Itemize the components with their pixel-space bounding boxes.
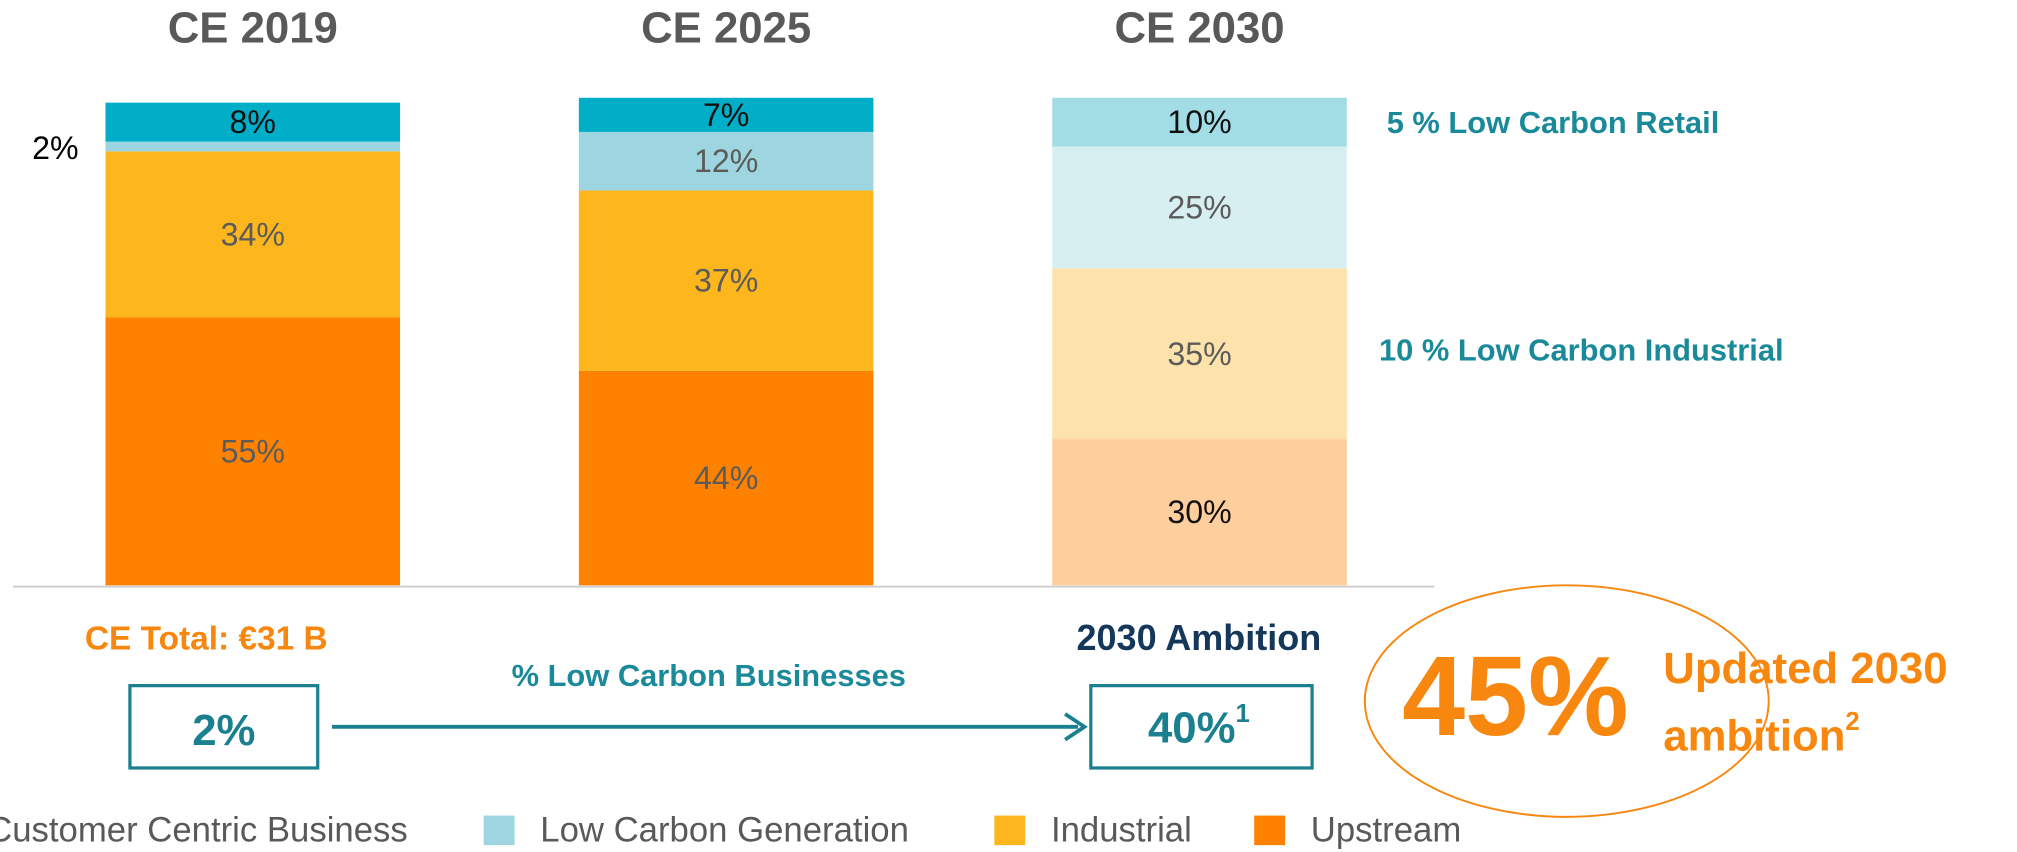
bar-segment [105, 102, 401, 142]
start-box [128, 684, 320, 770]
legend-swatch [994, 815, 1026, 846]
value-label: 37% [694, 263, 758, 299]
value-label: 2% [32, 130, 78, 166]
bar-segment [105, 141, 401, 152]
bar-segment [105, 317, 401, 586]
low-carbon-label: % Low Carbon Businesses [512, 658, 906, 693]
value-label: 55% [221, 433, 285, 469]
bar-segment [578, 131, 874, 191]
arrow-head [1064, 712, 1088, 742]
footnote-mark: 2 [1845, 708, 1859, 736]
updated-value: 45% [1402, 633, 1629, 759]
bar-segment [1052, 268, 1347, 440]
value-label: 7% [703, 97, 749, 133]
ce-total: CE Total: €31 B [85, 620, 328, 657]
highlight-ring [1363, 584, 1770, 818]
bar-segment [578, 97, 874, 132]
legend-swatch [483, 815, 515, 846]
bar-segment [578, 370, 874, 586]
start-value: 2% [192, 706, 255, 755]
value-label: 44% [694, 460, 758, 496]
footnote-mark: 1 [1235, 700, 1249, 728]
updated-line1: Updated 2030 [1663, 644, 1947, 693]
retail-note: 5 % Low Carbon Retail [1387, 105, 1720, 140]
ambition-number: 40% [1148, 703, 1236, 752]
updated-line2: ambition2 [1663, 708, 1859, 760]
category-label: CE 2019 [168, 3, 338, 52]
category-label: CE 2030 [1114, 3, 1284, 52]
category-label: CE 2025 [641, 3, 811, 52]
value-label: 25% [1167, 190, 1231, 226]
ambition-value: 40%1 [1148, 700, 1250, 752]
bar-segment [1052, 146, 1347, 269]
legend-label: Customer Centric Business [0, 811, 408, 849]
ambition-title: 2030 Ambition [1077, 617, 1322, 658]
legend-label: Low Carbon Generation [540, 811, 909, 849]
updated-text: ambition [1663, 711, 1845, 760]
value-label: 30% [1167, 494, 1231, 530]
industrial-note: 10 % Low Carbon Industrial [1379, 333, 1784, 368]
value-label: 12% [694, 143, 758, 179]
value-label: 34% [221, 216, 285, 252]
ambition-box [1089, 684, 1314, 770]
bar-segment [105, 151, 401, 318]
legend-label: Upstream [1311, 811, 1462, 849]
bar-segment [1052, 439, 1347, 586]
legend-swatch [1254, 815, 1286, 846]
value-label: 10% [1167, 104, 1231, 140]
bar-segment [1052, 97, 1347, 147]
bar-segment [578, 190, 874, 371]
value-label: 35% [1167, 336, 1231, 372]
value-label: 8% [230, 104, 276, 140]
legend-label: Industrial [1051, 811, 1192, 849]
